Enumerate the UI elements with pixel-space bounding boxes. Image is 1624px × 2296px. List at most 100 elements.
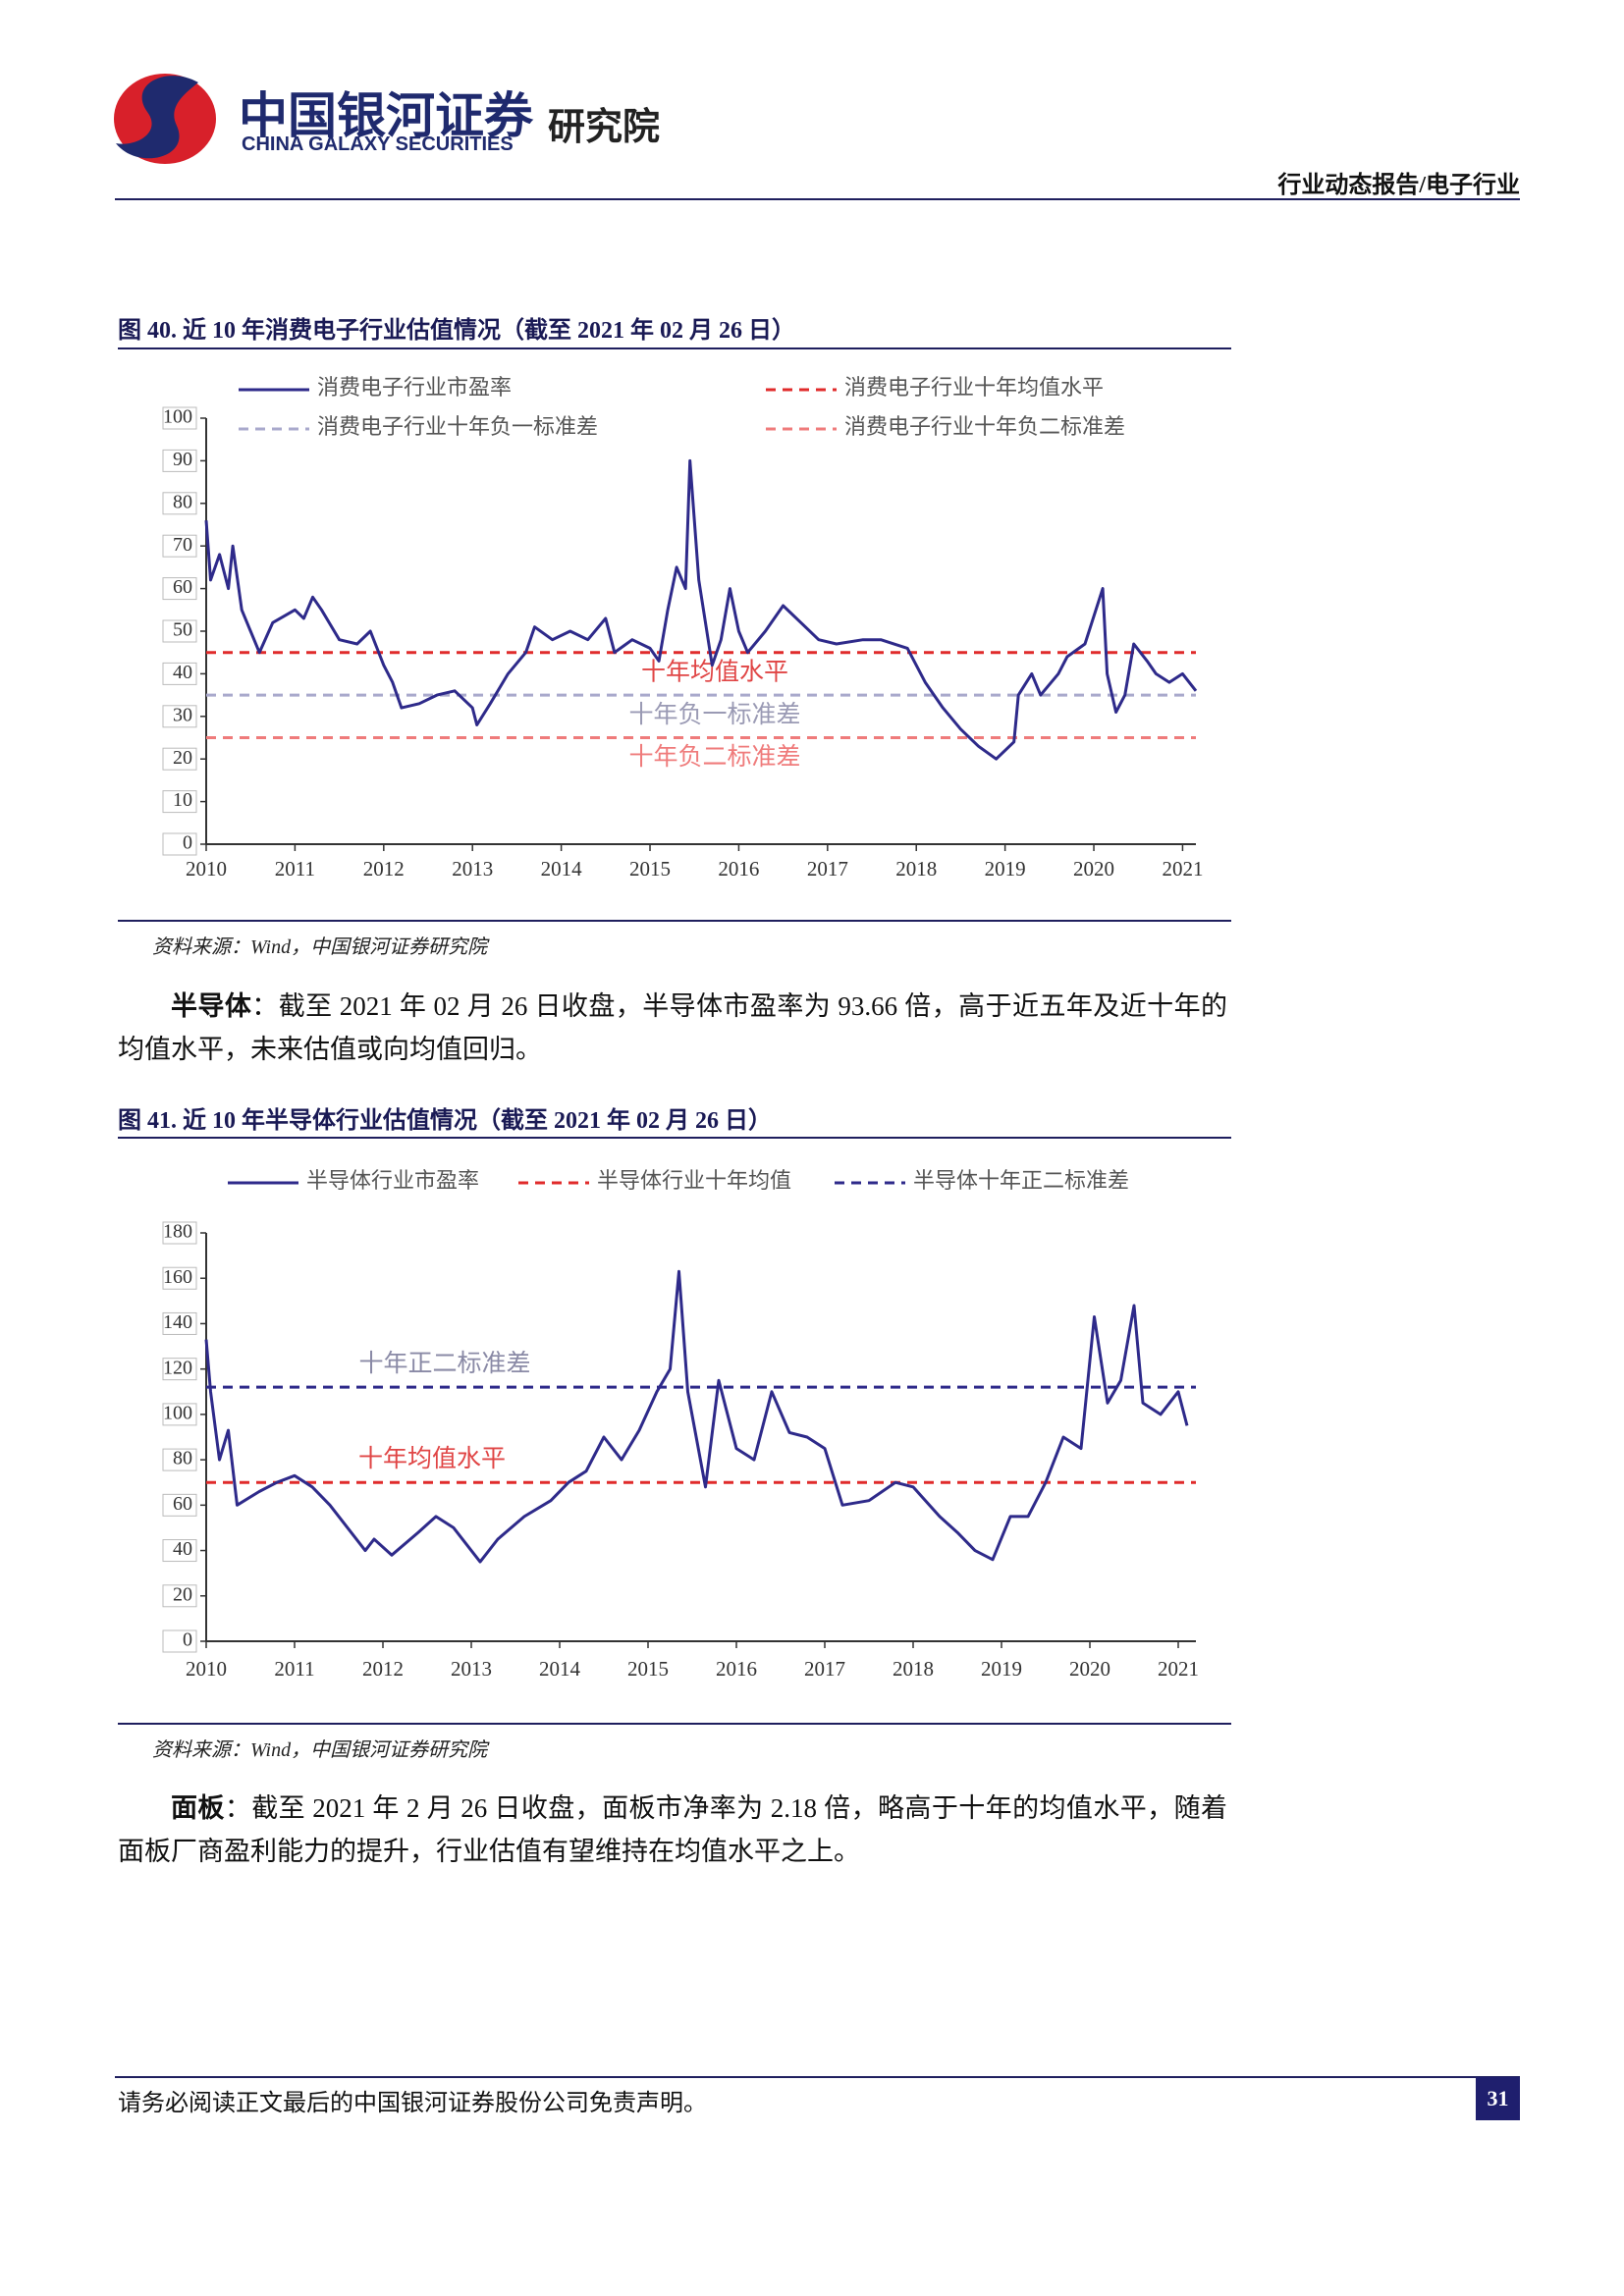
legend-label: 半导体行业市盈率 [306,1168,479,1193]
legend-label: 半导体行业十年均值 [597,1168,791,1193]
chart: 0 10 20 30 40 50 60 70 80 90 100 2010 2011 2012 2013 20… [162,375,1203,881]
y-tick-label: 80 [173,491,192,512]
logo [114,74,216,164]
y-tick-box [162,705,197,728]
paragraph-text: ：截至 2021 年 02 月 26 日收盘，半导体市盈率为 93.66 倍，高… [118,991,1228,1064]
y-tick-label: 70 [173,534,192,556]
chart: 0 20 40 60 80 100 120 140 160 180 2010 2011 2012 2013… [162,1168,1199,1681]
x-tick-label: 2015 [629,857,671,881]
legend-label: 消费电子行业十年负一标准差 [317,414,598,439]
x-tick-label: 2011 [274,1657,314,1681]
y-tick-box [162,1221,197,1245]
series-line [204,1269,1189,1564]
y-tick-label: 180 [163,1221,192,1243]
institute: 研究院 [548,105,661,148]
x-tick-label: 2017 [807,857,848,881]
reference-label: 十年均值水平 [641,658,788,685]
y-tick-label: 0 [183,832,192,854]
y-tick-box [162,747,197,771]
y-tick-label: 20 [173,747,192,769]
footer-rule [115,2076,1520,2078]
x-tick-label: 2016 [718,857,759,881]
company-en: CHINA GALAXY SECURITIES [242,133,514,155]
x-tick-label: 2021 [1158,1657,1199,1681]
company-cn: 中国银河证券 [239,87,533,144]
y-tick-label: 20 [173,1583,192,1605]
y-tick-label: 50 [173,619,192,641]
x-tick-label: 2019 [981,1657,1022,1681]
y-tick-box [162,534,197,558]
reference-label: 十年正二标准差 [358,1350,530,1377]
legend-label: 消费电子行业市盈率 [317,375,512,400]
y-tick-box [162,577,197,601]
caption-rule [118,347,1231,349]
paragraph: 面板：截至 2021 年 2 月 26 日收盘，面板市净率为 2.18 倍，略高… [118,1787,1227,1873]
x-tick-label: 2019 [985,857,1026,881]
y-tick-label: 40 [173,662,192,683]
y-tick-label: 80 [173,1448,192,1469]
x-tick-label: 2021 [1162,857,1203,881]
y-tick-label: 90 [173,449,192,470]
x-tick-label: 2017 [804,1657,845,1681]
x-tick-label: 2016 [716,1657,757,1681]
figure-caption: 图 41. 近 10 年半导体行业估值情况（截至 2021 年 02 月 26 … [118,1108,772,1134]
y-tick-box [162,832,197,856]
y-tick-box [162,662,197,685]
paragraph-lead: 半导体 [171,991,252,1021]
figure-source: 资料来源：Wind，中国银河证券研究院 [152,1739,488,1761]
y-tick-box [162,1493,197,1517]
figure-source: 资料来源：Wind，中国银河证券研究院 [152,936,488,958]
y-tick-label: 10 [173,789,192,811]
series-line [204,458,1198,761]
y-tick-label: 100 [163,1402,192,1423]
x-tick-label: 2013 [451,1657,492,1681]
logo-swoosh [116,76,198,159]
x-tick-label: 2020 [1069,1657,1110,1681]
paragraph-lead: 面板 [171,1793,225,1823]
legend-label: 消费电子行业十年负二标准差 [844,414,1125,439]
x-tick-label: 2020 [1073,857,1114,881]
x-tick-label: 2013 [452,857,493,881]
x-tick-label: 2010 [186,857,227,881]
x-tick-label: 2012 [362,1657,404,1681]
source-rule [118,1723,1231,1725]
x-tick-label: 2015 [627,1657,669,1681]
y-tick-box [162,1358,197,1381]
y-tick-box [162,790,197,814]
y-tick-box [162,1403,197,1426]
y-tick-label: 100 [163,406,192,428]
legend-label: 半导体十年正二标准差 [913,1168,1129,1193]
y-tick-label: 60 [173,576,192,598]
page-number: 31 [1476,2077,1520,2120]
y-tick-box [162,1448,197,1471]
x-tick-label: 2018 [893,1657,934,1681]
y-tick-box [162,1629,197,1653]
paragraph: 半导体：截至 2021 年 02 月 26 日收盘，半导体市盈率为 93.66 … [118,985,1227,1071]
disclaimer: 请务必阅读正文最后的中国银河证券股份公司免责声明。 [118,2091,707,2116]
y-tick-box [162,1539,197,1563]
y-tick-label: 60 [173,1493,192,1515]
y-tick-box [162,1266,197,1290]
header-rule [115,198,1520,200]
y-tick-label: 160 [163,1266,192,1288]
reference-label: 十年负一标准差 [628,701,800,728]
x-tick-label: 2012 [363,857,405,881]
x-tick-label: 2014 [541,857,583,881]
reference-label: 十年均值水平 [358,1445,506,1472]
y-tick-label: 40 [173,1538,192,1560]
reference-label: 十年负二标准差 [628,743,800,771]
y-tick-label: 140 [163,1311,192,1333]
caption-rule [118,1137,1231,1139]
legend-label: 消费电子行业十年均值水平 [844,375,1104,400]
x-tick-label: 2014 [539,1657,581,1681]
paragraph-text: ：截至 2021 年 2 月 26 日收盘，面板市净率为 2.18 倍，略高于十… [118,1793,1228,1866]
x-tick-label: 2011 [275,857,315,881]
figure-caption: 图 40. 近 10 年消费电子行业估值情况（截至 2021 年 02 月 26… [118,318,795,344]
y-tick-box [162,1311,197,1335]
x-tick-label: 2010 [186,1657,227,1681]
y-tick-box [162,449,197,472]
y-tick-box [162,406,197,430]
report-type: 行业动态报告/电子行业 [1277,173,1520,198]
y-tick-box [162,492,197,515]
